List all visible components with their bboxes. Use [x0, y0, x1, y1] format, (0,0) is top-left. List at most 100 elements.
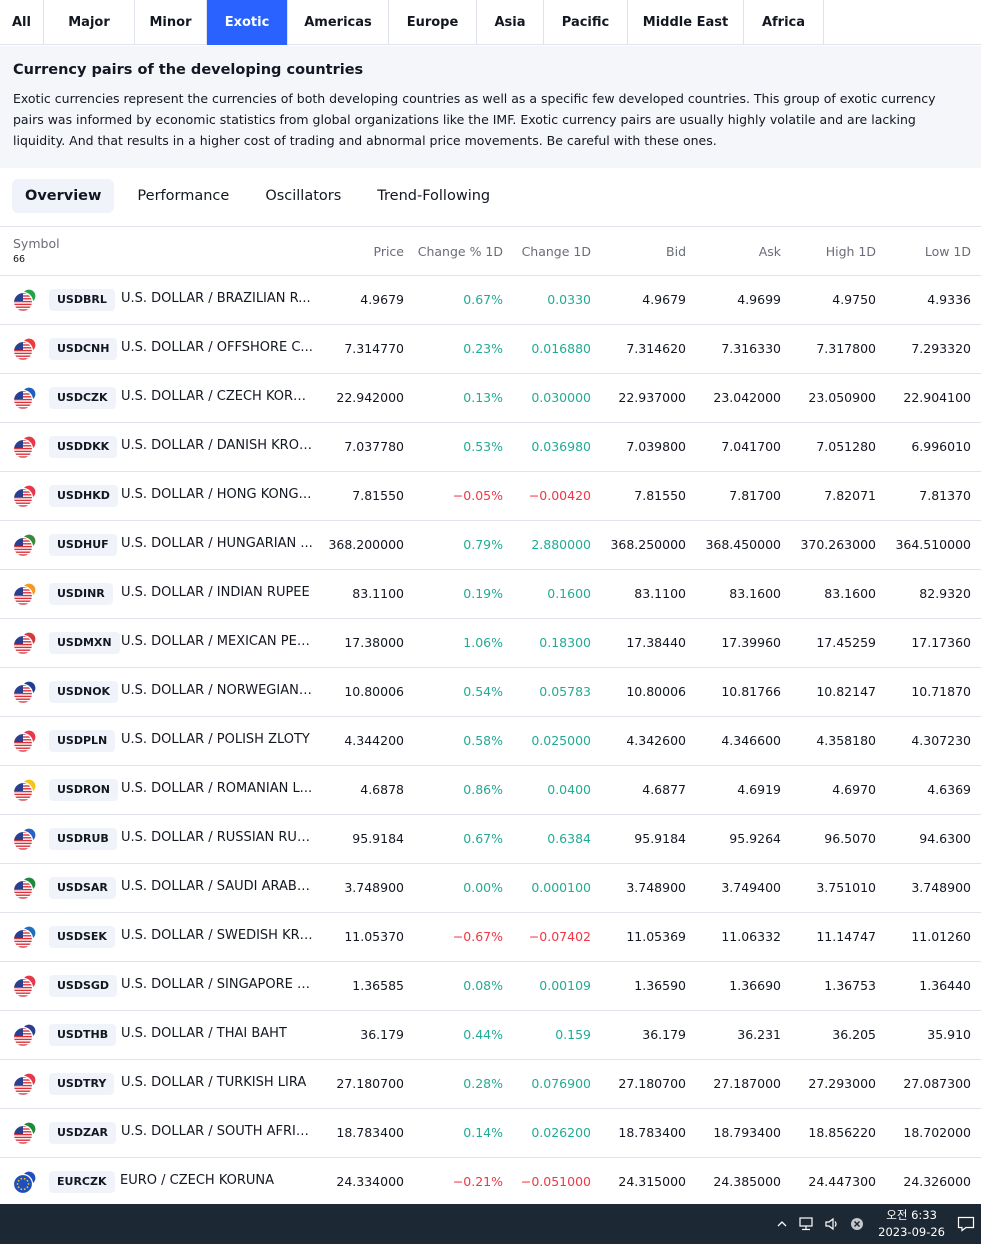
region-tab-africa[interactable]: Africa: [744, 0, 824, 45]
pair-name[interactable]: U.S. DOLLAR / HUNGARIAN ...: [121, 536, 313, 551]
ticker-badge[interactable]: USDHUF: [49, 534, 117, 556]
pair-name[interactable]: U.S. DOLLAR / SINGAPORE D...: [121, 977, 313, 992]
currency-flag-icon: [12, 778, 37, 803]
pair-name[interactable]: U.S. DOLLAR / MEXICAN PESO: [121, 634, 313, 649]
ticker-badge[interactable]: USDSEK: [49, 926, 115, 948]
ticker-badge[interactable]: USDSAR: [49, 877, 116, 899]
table-row[interactable]: EURCZK EURO / CZECH KORUNA 24.334000 −0.21%…: [0, 1158, 981, 1207]
pair-name[interactable]: U.S. DOLLAR / SAUDI ARABI...: [121, 879, 313, 894]
cell-high: 18.856220: [808, 1125, 876, 1140]
table-row[interactable]: USDZAR U.S. DOLLAR / SOUTH AFRIC... 18.783…: [0, 1109, 981, 1158]
pair-name[interactable]: EURO / CZECH KORUNA: [120, 1173, 275, 1188]
symbol-column-header[interactable]: Symbol 66: [13, 236, 60, 265]
region-tab-europe[interactable]: Europe: [389, 0, 477, 45]
cell-high: 23.050900: [808, 390, 876, 405]
tab-oscillators[interactable]: Oscillators: [265, 188, 342, 204]
region-tab-label: Exotic: [224, 15, 270, 30]
region-tab-middle-east[interactable]: Middle East: [628, 0, 744, 45]
clock[interactable]: 오전 6:33 2023-09-26: [878, 1207, 945, 1241]
pair-name[interactable]: U.S. DOLLAR / ROMANIAN L...: [121, 781, 313, 796]
ticker-badge[interactable]: USDPLN: [49, 730, 116, 752]
ticker-badge[interactable]: USDHKD: [49, 485, 118, 507]
region-tab-all[interactable]: All: [0, 0, 44, 45]
close-circle-icon[interactable]: [850, 1217, 864, 1231]
cell-low: 4.9336: [927, 292, 971, 307]
region-tab-minor[interactable]: Minor: [135, 0, 207, 45]
table-row[interactable]: USDSEK U.S. DOLLAR / SWEDISH KRO... 11.053…: [0, 913, 981, 962]
ticker-badge[interactable]: USDSGD: [49, 975, 118, 997]
table-row[interactable]: USDHUF U.S. DOLLAR / HUNGARIAN ... 368.200…: [0, 521, 981, 570]
cell-ask: 24.385000: [713, 1174, 781, 1189]
currency-flag-icon: [12, 925, 37, 950]
pair-name[interactable]: U.S. DOLLAR / NORWEGIAN ...: [121, 683, 313, 698]
pair-name[interactable]: U.S. DOLLAR / RUSSIAN RUB...: [121, 830, 313, 845]
ticker-badge[interactable]: EURCZK: [49, 1171, 115, 1193]
notification-icon[interactable]: [957, 1216, 975, 1232]
pair-name[interactable]: U.S. DOLLAR / THAI BAHT: [121, 1026, 287, 1041]
region-tab-major[interactable]: Major: [44, 0, 135, 45]
table-row[interactable]: USDRUB U.S. DOLLAR / RUSSIAN RUB... 95.918…: [0, 815, 981, 864]
column-header-high[interactable]: High 1D: [825, 244, 876, 259]
cell-chg: −0.051000: [520, 1174, 591, 1189]
column-header-ask[interactable]: Ask: [758, 244, 781, 259]
table-row[interactable]: USDTRY U.S. DOLLAR / TURKISH LIRA 27.18070…: [0, 1060, 981, 1109]
ticker-badge[interactable]: USDTRY: [49, 1073, 115, 1095]
table-row[interactable]: USDHKD U.S. DOLLAR / HONG KONG ... 7.81550…: [0, 472, 981, 521]
column-header-change[interactable]: Change 1D: [521, 244, 591, 259]
table-row[interactable]: USDSAR U.S. DOLLAR / SAUDI ARABI... 3.7489…: [0, 864, 981, 913]
table-row[interactable]: USDBRL U.S. DOLLAR / BRAZILIAN R... 4.9679…: [0, 276, 981, 325]
ticker-badge[interactable]: USDDKK: [49, 436, 118, 458]
tab-trend-following[interactable]: Trend-Following: [377, 188, 491, 204]
tab-performance[interactable]: Performance: [137, 188, 230, 204]
currency-flag-icon: [12, 1023, 37, 1048]
pair-name[interactable]: U.S. DOLLAR / CZECH KORU...: [121, 389, 313, 404]
chevron-up-icon[interactable]: [776, 1218, 788, 1230]
column-header-price[interactable]: Price: [373, 244, 405, 259]
table-row[interactable]: USDNOK U.S. DOLLAR / NORWEGIAN ... 10.8000…: [0, 668, 981, 717]
cell-bid: 7.81550: [634, 488, 686, 503]
pair-name[interactable]: U.S. DOLLAR / INDIAN RUPEE: [121, 585, 310, 600]
region-tab-asia[interactable]: Asia: [477, 0, 544, 45]
table-row[interactable]: USDINR U.S. DOLLAR / INDIAN RUPEE 83.1100 0…: [0, 570, 981, 619]
ticker-badge[interactable]: USDRON: [49, 779, 119, 801]
region-tab-pacific[interactable]: Pacific: [544, 0, 628, 45]
pair-name[interactable]: U.S. DOLLAR / DANISH KRONE: [121, 438, 313, 453]
region-tab-americas[interactable]: Americas: [288, 0, 389, 45]
network-icon[interactable]: [798, 1217, 814, 1231]
region-tab-exotic[interactable]: Exotic: [207, 0, 288, 45]
ticker-badge[interactable]: USDNOK: [49, 681, 119, 703]
table-row[interactable]: USDRON U.S. DOLLAR / ROMANIAN L... 4.6878 0…: [0, 766, 981, 815]
cell-chg: 0.016880: [531, 341, 591, 356]
column-header-change-pct[interactable]: Change % 1D: [417, 244, 503, 259]
table-row[interactable]: USDMXN U.S. DOLLAR / MEXICAN PESO 17.38000…: [0, 619, 981, 668]
table-row[interactable]: USDPLN U.S. DOLLAR / POLISH ZLOTY 4.344200…: [0, 717, 981, 766]
table-row[interactable]: USDCZK U.S. DOLLAR / CZECH KORU... 22.9420…: [0, 374, 981, 423]
ticker-badge[interactable]: USDCZK: [49, 387, 116, 409]
ticker-badge[interactable]: USDINR: [49, 583, 113, 605]
ticker-badge[interactable]: USDCNH: [49, 338, 118, 360]
pair-name[interactable]: U.S. DOLLAR / POLISH ZLOTY: [121, 732, 310, 747]
cell-price: 18.783400: [336, 1125, 404, 1140]
ticker-badge[interactable]: USDMXN: [49, 632, 120, 654]
cell-high: 96.5070: [824, 831, 876, 846]
table-row[interactable]: USDSGD U.S. DOLLAR / SINGAPORE D... 1.3658…: [0, 962, 981, 1011]
table-row[interactable]: USDDKK U.S. DOLLAR / DANISH KRONE 7.037780…: [0, 423, 981, 472]
table-row[interactable]: USDCNH U.S. DOLLAR / OFFSHORE C... 7.31477…: [0, 325, 981, 374]
pair-name[interactable]: U.S. DOLLAR / HONG KONG ...: [121, 487, 313, 502]
volume-icon[interactable]: [824, 1217, 840, 1231]
tab-overview[interactable]: Overview: [12, 179, 115, 213]
column-header-low[interactable]: Low 1D: [924, 244, 971, 259]
ticker-badge[interactable]: USDZAR: [49, 1122, 116, 1144]
cell-chg-pct: 0.67%: [463, 292, 503, 307]
ticker-badge[interactable]: USDBRL: [49, 289, 115, 311]
pair-name[interactable]: U.S. DOLLAR / OFFSHORE C...: [121, 340, 313, 355]
cell-ask: 3.749400: [721, 880, 781, 895]
pair-name[interactable]: U.S. DOLLAR / TURKISH LIRA: [121, 1075, 307, 1090]
ticker-badge[interactable]: USDRUB: [49, 828, 117, 850]
pair-name[interactable]: U.S. DOLLAR / BRAZILIAN R...: [121, 291, 311, 306]
table-row[interactable]: USDTHB U.S. DOLLAR / THAI BAHT 36.179 0.44%…: [0, 1011, 981, 1060]
pair-name[interactable]: U.S. DOLLAR / SOUTH AFRIC...: [121, 1124, 313, 1139]
pair-name[interactable]: U.S. DOLLAR / SWEDISH KRO...: [121, 928, 313, 943]
column-header-bid[interactable]: Bid: [666, 244, 686, 259]
ticker-badge[interactable]: USDTHB: [49, 1024, 117, 1046]
